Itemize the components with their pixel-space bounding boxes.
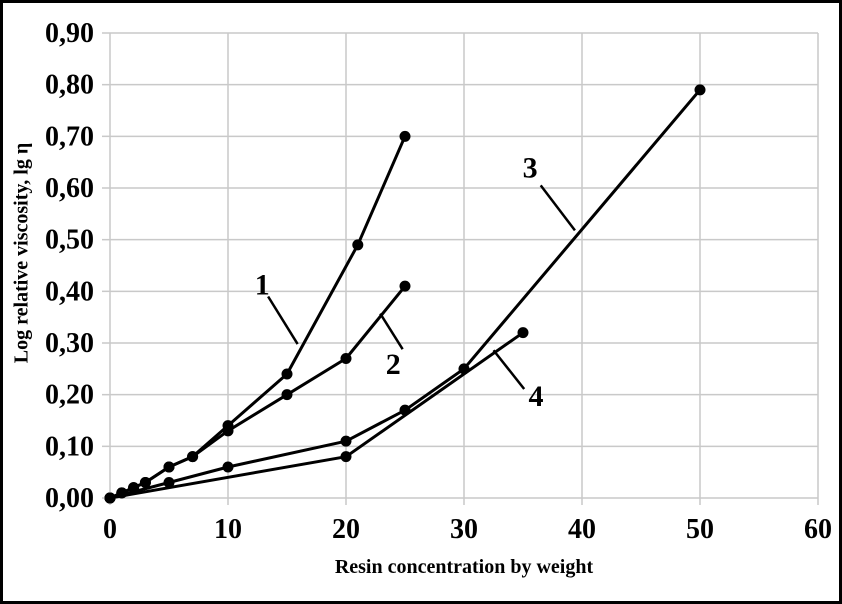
series-2-point: [222, 425, 234, 437]
x-tick-label: 40: [568, 514, 596, 545]
x-tick-label: 60: [804, 514, 832, 545]
series-3-point: [340, 435, 352, 447]
series-4-point: [340, 451, 352, 463]
y-tick-label: 0,80: [45, 70, 94, 101]
series-2-point: [281, 389, 293, 401]
series-1-line: [108, 134, 407, 500]
series-label-1: 1: [255, 269, 270, 302]
series-1-point: [352, 239, 364, 251]
series-3-line: [108, 88, 702, 500]
y-tick-label: 0,60: [45, 173, 94, 204]
series-2-point: [399, 280, 411, 292]
series-label-3: 3: [523, 151, 538, 184]
series-label-leader-2: [379, 312, 404, 350]
series-4-point: [517, 327, 529, 339]
x-axis-title: Resin concentration by weight: [334, 556, 594, 578]
series-2-point: [187, 451, 199, 463]
x-tick-label: 30: [450, 514, 478, 545]
series-4-line: [108, 331, 525, 500]
series-3-point: [694, 84, 706, 96]
y-axis-title: Log relative viscosity, lg η: [10, 142, 33, 364]
y-tick-label: 0,70: [45, 121, 94, 152]
series-3-point: [163, 477, 175, 488]
line-chart: 0,00 0,10 0,20 0,30 0,40 0,50 0,60 0,70 0,80 0,90…: [45, 18, 832, 545]
series-2-point: [163, 461, 175, 473]
y-tick-label: 0,30: [45, 328, 94, 359]
x-tick-label: 20: [332, 514, 360, 545]
y-tick-label: 0,50: [45, 225, 94, 256]
y-tick-label: 0,90: [45, 18, 94, 49]
x-tick-label: 10: [214, 514, 242, 545]
series-4-point: [104, 492, 116, 504]
series-1-point: [399, 130, 411, 142]
series-3-point: [222, 461, 234, 473]
x-tick-label: 50: [686, 514, 714, 545]
y-tick-label: 0,40: [45, 276, 94, 307]
series-label-2: 2: [386, 348, 401, 381]
x-tick-label: 0: [103, 514, 117, 545]
series-2-point: [340, 353, 352, 364]
y-tick-label: 0,20: [45, 380, 94, 411]
y-tick-label: 0,10: [45, 431, 94, 462]
series-1-point: [281, 368, 293, 380]
y-tick-label: 0,00: [45, 483, 94, 514]
series-label-leader-1: [267, 295, 299, 345]
series-label-leader-4: [492, 349, 526, 390]
series-label-leader-3: [539, 184, 576, 232]
series-2-line: [108, 284, 407, 500]
series-label-4: 4: [528, 380, 543, 413]
series-2-point: [139, 477, 151, 488]
